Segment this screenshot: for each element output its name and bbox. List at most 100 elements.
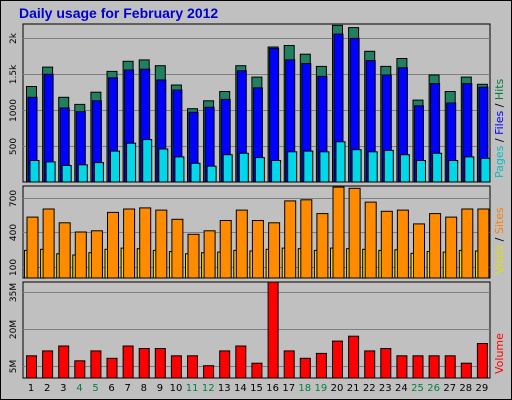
- x-tick-label-day-6: 6: [108, 383, 114, 394]
- legend-pages-files-hits: Pages / Files / Hits: [493, 78, 506, 178]
- x-tick-label-day-24: 24: [395, 383, 408, 394]
- bar-volume-day-4: [74, 360, 86, 379]
- bar-pages-day-19: [319, 151, 330, 183]
- x-tick-label-day-4: 4: [76, 383, 82, 394]
- bar-volume-day-28: [460, 362, 472, 379]
- bar-volume-day-19: [315, 352, 327, 379]
- legend-entry: Sites: [493, 207, 506, 234]
- bar-volume-day-12: [203, 365, 215, 379]
- bar-pages-day-17: [287, 151, 298, 183]
- bar-pages-day-9: [158, 148, 169, 183]
- bar-pages-day-21: [351, 149, 362, 183]
- bar-sites-day-2: [42, 208, 55, 279]
- x-tick-label-day-29: 29: [476, 383, 489, 394]
- x-tick-label-day-14: 14: [234, 383, 247, 394]
- bar-sites-day-25: [413, 223, 425, 279]
- bar-sites-day-5: [90, 230, 103, 279]
- bar-volume-day-14: [235, 345, 247, 379]
- series-volume: [26, 281, 488, 379]
- bar-sites-day-27: [445, 216, 458, 279]
- bar-volume-day-16: [267, 281, 279, 379]
- bar-sites-day-17: [284, 200, 297, 279]
- legend-entry: /: [493, 234, 506, 245]
- bar-volume-day-15: [251, 362, 263, 379]
- y-tick-label: 20M: [9, 320, 19, 339]
- y-tick-label: 1.5k: [9, 64, 19, 84]
- y-tick-label: 100: [9, 259, 19, 276]
- legend-entry: /: [493, 100, 506, 111]
- x-tick-label-day-13: 13: [218, 383, 231, 394]
- bar-volume-day-22: [364, 350, 376, 379]
- y-tick-label: 700: [9, 190, 19, 207]
- bar-sites-day-20: [332, 186, 345, 279]
- x-tick-label-day-7: 7: [125, 383, 131, 394]
- bar-sites-day-14: [235, 209, 248, 279]
- bar-sites-day-9: [155, 209, 168, 279]
- bar-volume-day-6: [106, 357, 118, 379]
- bar-sites-day-15: [251, 220, 264, 279]
- bar-volume-day-7: [122, 345, 134, 379]
- x-tick-label-day-11: 11: [186, 383, 199, 394]
- bar-volume-day-26: [428, 355, 440, 379]
- x-tick-label-day-5: 5: [92, 383, 98, 394]
- panel-volume: 5M 20M 35M Volume: [9, 281, 506, 379]
- panel-pages-files-hits: 500 1000 1.5k 2k Pages / Files / Hits: [9, 23, 506, 183]
- bar-pages-day-27: [448, 160, 459, 183]
- bar-sites-day-1: [26, 216, 39, 279]
- bar-sites-day-4: [74, 231, 87, 279]
- y-tick-label: 2k: [9, 32, 19, 44]
- x-tick-label-day-2: 2: [44, 383, 50, 394]
- bar-pages-day-15: [254, 157, 265, 183]
- bar-pages-day-16: [271, 160, 282, 183]
- x-tick-label-day-10: 10: [170, 383, 183, 394]
- bar-volume-day-23: [380, 348, 392, 379]
- bar-volume-day-1: [26, 355, 37, 379]
- bar-sites-day-3: [58, 222, 71, 279]
- legend-entry: Hits: [493, 78, 506, 100]
- bar-sites-day-23: [380, 210, 393, 279]
- bar-sites-day-13: [219, 220, 232, 279]
- x-tick-label-day-22: 22: [363, 383, 376, 394]
- legend-entry: Visits: [493, 245, 506, 274]
- bar-volume-day-5: [90, 350, 102, 379]
- chart-panels: 500 1000 1.5k 2k Pages / Files / Hits 100 400 7…: [9, 23, 506, 379]
- bar-volume-day-18: [299, 357, 311, 379]
- bar-volume-day-13: [219, 350, 231, 379]
- bar-sites-day-7: [123, 208, 136, 279]
- bar-pages-day-8: [142, 139, 153, 183]
- bar-sites-day-22: [364, 201, 377, 279]
- bar-pages-day-4: [77, 164, 88, 183]
- bar-pages-day-20: [335, 141, 346, 183]
- x-tick-label-day-1: 1: [28, 383, 34, 394]
- bar-pages-day-11: [190, 162, 201, 183]
- x-tick-label-day-9: 9: [157, 383, 163, 394]
- x-tick-label-day-19: 19: [315, 383, 328, 394]
- bar-sites-day-19: [316, 213, 329, 279]
- x-tick-label-day-28: 28: [459, 383, 472, 394]
- bar-pages-day-29: [480, 157, 491, 183]
- x-tick-label-day-18: 18: [298, 383, 311, 394]
- bar-pages-day-24: [399, 154, 410, 183]
- bar-volume-day-9: [154, 348, 166, 379]
- bar-pages-day-26: [432, 152, 443, 183]
- bar-volume-day-17: [283, 350, 295, 379]
- x-tick-label-day-15: 15: [250, 383, 263, 394]
- x-tick-label-day-20: 20: [331, 383, 344, 394]
- bar-volume-day-10: [170, 355, 182, 379]
- bar-pages-day-13: [222, 154, 233, 183]
- x-tick-label-day-3: 3: [60, 383, 66, 394]
- legend-entry: Pages: [493, 145, 506, 178]
- bar-volume-day-3: [58, 345, 70, 379]
- bar-volume-day-27: [444, 355, 456, 379]
- legend-entry: /: [493, 135, 506, 146]
- x-tick-label-day-25: 25: [411, 383, 424, 394]
- bar-sites-day-28: [461, 208, 474, 279]
- bar-pages-day-12: [206, 165, 217, 183]
- x-axis-day-labels: 1 2 3 4 5 6 7 8 9 10 11 12 13 14 15 16 17 18 19 20 21 22 23 24 2…: [28, 383, 488, 394]
- x-tick-label-day-17: 17: [282, 383, 295, 394]
- panel-visits-sites: 100 400 700 Visits / Sites: [9, 185, 506, 279]
- y-tick-label: 400: [9, 224, 19, 241]
- bar-pages-day-28: [464, 156, 475, 183]
- bar-pages-day-5: [93, 162, 104, 183]
- x-tick-label-day-23: 23: [379, 383, 392, 394]
